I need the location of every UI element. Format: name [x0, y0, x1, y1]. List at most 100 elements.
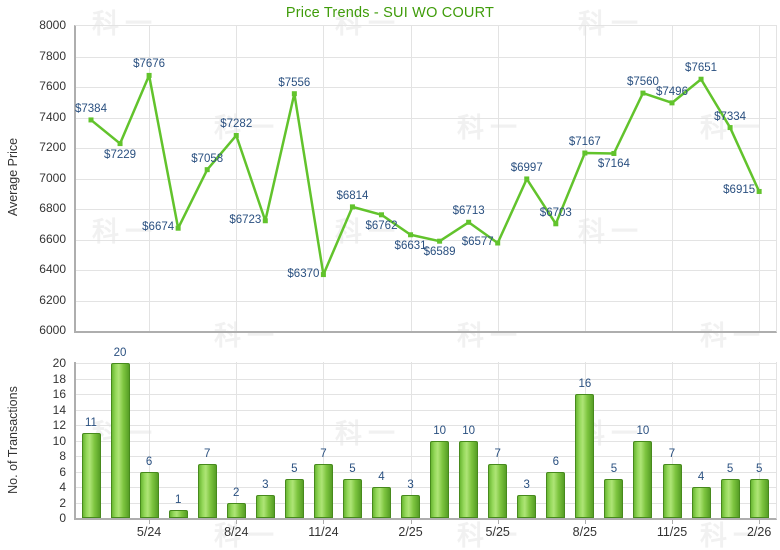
bar — [139, 471, 159, 518]
bar-value-label: 10 — [462, 424, 476, 437]
data-point-label: $7282 — [220, 118, 253, 131]
grid-line — [497, 26, 499, 331]
data-point-label: $7229 — [104, 148, 137, 161]
grid-line — [76, 487, 776, 488]
grid-line — [149, 26, 151, 331]
bar-value-label: 5 — [349, 463, 356, 476]
y-axis-tick-label: 6600 — [39, 231, 66, 246]
y-axis-tick-label: 7200 — [39, 140, 66, 154]
bar-value-label: 4 — [378, 471, 385, 483]
bar-value-label: 7 — [203, 447, 211, 460]
watermark-text: 科一 — [457, 521, 523, 550]
y-axis-tick-label: 6200 — [39, 292, 66, 307]
price-line-series — [88, 72, 762, 278]
grid-line — [323, 362, 325, 518]
transactions-plot-area: 11 20 6 1 7 2 3 5 7 5 4 3 10 10 7 3 6 16 5 10 7 4 5 5 — [74, 347, 777, 520]
grid-line — [497, 362, 499, 518]
bar-value-label: 16 — [578, 378, 592, 390]
grid-line — [76, 300, 776, 302]
data-point-marker — [524, 176, 530, 182]
grid-line — [76, 409, 776, 411]
x-axis-label: 8/25 — [572, 525, 598, 539]
bar — [401, 494, 421, 518]
y-axis-tick-label: 6800 — [39, 201, 66, 215]
grid-line — [76, 270, 776, 271]
bar — [604, 479, 624, 518]
data-point-marker — [466, 219, 472, 225]
y-axis-tick-label: 6400 — [39, 262, 66, 276]
chart-title: Price Trends - SUI WO COURT — [285, 5, 495, 21]
bar — [488, 463, 508, 518]
y-axis-tick-label: 12 — [52, 418, 66, 432]
bar-value-label: 3 — [407, 478, 414, 491]
data-point-label: $7164 — [597, 158, 630, 171]
x-axis-label: 8/24 — [224, 525, 249, 539]
bar — [313, 463, 333, 518]
data-point-marker — [233, 132, 239, 138]
data-point-marker — [291, 91, 297, 97]
bar — [342, 479, 362, 518]
y-axis-tick-label: 0 — [59, 511, 66, 525]
watermark-text: 科一 — [214, 521, 280, 550]
data-point-label: $7058 — [191, 152, 224, 165]
data-point-marker — [669, 100, 675, 106]
data-point-label: $7167 — [568, 136, 601, 149]
data-point-label: $6814 — [336, 189, 369, 202]
data-point-marker — [640, 90, 646, 96]
data-point-label: $6631 — [394, 239, 427, 252]
bar — [517, 494, 537, 518]
x-axis-tick-mark — [323, 520, 325, 524]
grid-line — [759, 26, 761, 331]
data-point-label: $7560 — [626, 76, 659, 89]
bar-value-label: 7 — [668, 447, 676, 460]
x-axis-tick-mark — [759, 520, 761, 524]
bar — [575, 394, 595, 518]
y-axis-tick-label: 7000 — [39, 170, 66, 185]
data-point-label: $6674 — [142, 221, 175, 234]
bar — [546, 471, 566, 518]
data-point-marker — [611, 150, 617, 156]
bar — [255, 494, 275, 518]
grid-line — [76, 148, 776, 149]
data-point-label: $7556 — [278, 76, 311, 89]
grid-line — [410, 362, 412, 518]
watermark-text: 科一 — [578, 217, 644, 248]
bar — [81, 432, 101, 518]
data-point-marker — [262, 218, 268, 224]
x-axis-label: 2/25 — [398, 525, 423, 539]
data-point-marker — [553, 221, 559, 227]
bar — [284, 479, 304, 518]
y-axis-tick-label: 18 — [52, 371, 66, 386]
grid-line — [236, 26, 238, 331]
data-point-marker — [349, 204, 355, 210]
y-axis-tick-label: 16 — [52, 387, 66, 401]
bar — [110, 363, 130, 518]
data-point-marker — [727, 125, 733, 131]
grid-line — [76, 239, 776, 241]
data-point-marker — [88, 117, 94, 123]
y-axis-tick-label: 20 — [52, 356, 66, 370]
bar — [691, 487, 711, 518]
bar-value-label: 5 — [726, 463, 734, 476]
grid-line — [76, 87, 776, 88]
y-axis-tick-label: 10 — [52, 433, 66, 448]
y-axis-tick-label: 7400 — [39, 109, 66, 124]
y-axis-tick-label: 7800 — [39, 48, 66, 63]
x-axis-tick-mark — [236, 520, 238, 524]
grid-line — [149, 362, 151, 518]
data-point-label: $6762 — [365, 219, 398, 232]
data-point-label: $7334 — [714, 110, 747, 123]
data-point-label: $7496 — [656, 85, 688, 98]
x-axis-tick-mark — [497, 520, 499, 524]
data-point-label: $6915 — [723, 184, 756, 197]
bar-value-label: 2 — [233, 486, 240, 499]
bar-value-label: 7 — [494, 447, 501, 460]
grid-line — [76, 425, 776, 426]
data-point-marker — [379, 212, 384, 218]
grid-line — [76, 440, 776, 442]
y-axis-tick-label: 8 — [59, 449, 66, 463]
grid-line — [672, 362, 673, 518]
y-axis-tick-label: 6 — [59, 464, 66, 479]
data-point-marker — [320, 272, 326, 278]
